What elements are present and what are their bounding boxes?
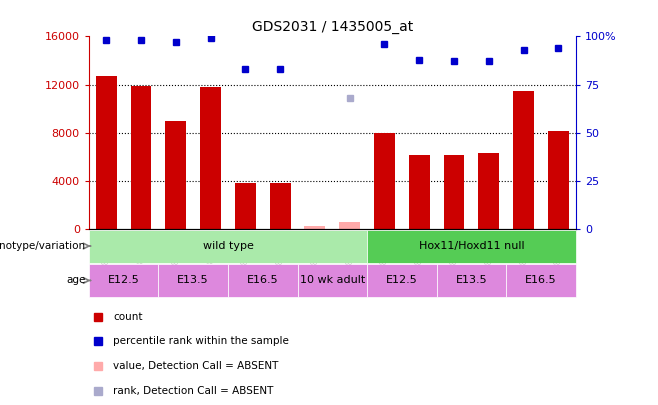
Bar bbox=[89, 230, 367, 262]
Text: E16.5: E16.5 bbox=[247, 275, 278, 286]
Text: genotype/variation: genotype/variation bbox=[0, 241, 86, 251]
Text: count: count bbox=[113, 311, 143, 322]
Text: E12.5: E12.5 bbox=[108, 275, 139, 286]
Bar bbox=[443, 156, 465, 229]
Text: 10 wk adult: 10 wk adult bbox=[299, 275, 365, 286]
Bar bbox=[89, 264, 159, 297]
Text: E16.5: E16.5 bbox=[525, 275, 557, 286]
Bar bbox=[96, 76, 116, 229]
Bar bbox=[235, 183, 256, 229]
Bar bbox=[270, 183, 291, 229]
Bar bbox=[548, 132, 569, 229]
Text: rank, Detection Call = ABSENT: rank, Detection Call = ABSENT bbox=[113, 386, 274, 396]
Bar bbox=[305, 226, 325, 229]
Bar bbox=[478, 153, 499, 229]
Bar bbox=[228, 264, 297, 297]
Bar bbox=[506, 264, 576, 297]
Text: E13.5: E13.5 bbox=[455, 275, 487, 286]
Bar bbox=[130, 86, 151, 229]
Title: GDS2031 / 1435005_at: GDS2031 / 1435005_at bbox=[251, 20, 413, 34]
Bar bbox=[200, 87, 221, 229]
Text: percentile rank within the sample: percentile rank within the sample bbox=[113, 337, 289, 346]
Bar bbox=[409, 156, 430, 229]
Bar bbox=[159, 264, 228, 297]
Bar bbox=[367, 264, 437, 297]
Text: E13.5: E13.5 bbox=[178, 275, 209, 286]
Bar bbox=[165, 121, 186, 229]
Bar bbox=[437, 264, 506, 297]
Bar bbox=[513, 91, 534, 229]
Bar bbox=[340, 222, 360, 229]
Bar bbox=[367, 230, 576, 262]
Bar bbox=[297, 264, 367, 297]
Text: Hox11/Hoxd11 null: Hox11/Hoxd11 null bbox=[418, 241, 524, 251]
Text: E12.5: E12.5 bbox=[386, 275, 418, 286]
Bar bbox=[374, 133, 395, 229]
Text: wild type: wild type bbox=[203, 241, 253, 251]
Text: age: age bbox=[66, 275, 86, 286]
Text: value, Detection Call = ABSENT: value, Detection Call = ABSENT bbox=[113, 361, 278, 371]
